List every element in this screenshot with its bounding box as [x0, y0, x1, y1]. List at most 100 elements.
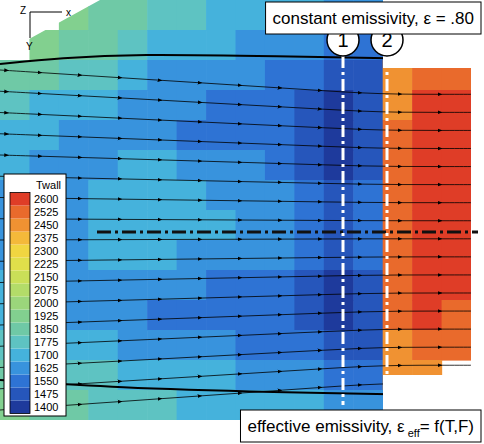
colorbar-axis-line [30, 200, 31, 408]
cell [0, 60, 30, 91]
cell [265, 210, 295, 241]
colorbar-swatch [10, 232, 30, 245]
cell [265, 120, 295, 151]
cell [88, 210, 118, 241]
boundary-line [0, 55, 480, 64]
cell [206, 270, 236, 301]
cell [88, 300, 118, 331]
cell [177, 60, 207, 91]
cell [206, 0, 236, 31]
cell [324, 90, 354, 121]
cell [88, 60, 118, 91]
station-line [386, 56, 389, 405]
cell [147, 150, 177, 181]
cell [236, 240, 266, 271]
colorbar-tick: 2075 [30, 284, 58, 296]
colorbar-tick: 1700 [30, 349, 58, 361]
cell [442, 330, 472, 361]
station-line [342, 56, 345, 405]
cell [412, 330, 442, 361]
cell [265, 90, 295, 121]
colorbar-tick: 1400 [30, 401, 58, 413]
colorbar-tick-label: 2000 [34, 297, 58, 309]
triad-label: Z [20, 5, 26, 16]
title-box: constant emissivity, ε = .80 [266, 2, 481, 34]
cell [294, 90, 324, 121]
colorbar-tick-label: 1775 [34, 336, 58, 348]
boundary-line [0, 380, 480, 396]
colorbar-tick-label: 1925 [34, 310, 58, 322]
cell [147, 330, 177, 361]
subtitle-frame [240, 410, 481, 442]
colorbar-swatch [10, 336, 30, 349]
streamline [0, 91, 480, 112]
colorbar-tick-label: 2375 [34, 232, 58, 244]
cell [206, 150, 236, 181]
cell [88, 90, 118, 121]
colorbar-tick-label: 2075 [34, 284, 58, 296]
cell [29, 360, 59, 391]
title: constant emissivity, ε = .80 [273, 9, 474, 28]
cell [265, 60, 295, 91]
cell [324, 180, 354, 211]
cell [88, 0, 118, 31]
cell [206, 300, 236, 331]
streamline [0, 275, 480, 283]
subtitle: effective emissivity, εeff= f(T,F) [247, 417, 474, 439]
cell [206, 240, 236, 271]
cell [177, 150, 207, 181]
colorbar-swatch [10, 388, 30, 401]
cell [177, 90, 207, 121]
streamlines [0, 55, 480, 410]
cell [353, 300, 383, 331]
colorbar-swatch [10, 258, 30, 271]
cell [353, 90, 383, 121]
colorbar-tick-label: 1625 [34, 362, 58, 374]
subtitle-box: effective emissivity, εeff= f(T,F) [240, 410, 481, 442]
streamline [0, 347, 480, 367]
figure: 12ZxYTwall140014751550162517001775185019… [0, 0, 484, 444]
cell [294, 360, 324, 391]
cell [236, 180, 266, 211]
streamline [0, 134, 480, 149]
cell [353, 270, 383, 301]
streamline [0, 155, 480, 167]
colorbar-tick-label: 1550 [34, 375, 58, 387]
subtitle-subscript: eff [408, 427, 421, 439]
cell [324, 240, 354, 271]
temperature-field [0, 0, 472, 421]
cell [118, 390, 148, 421]
streamline [0, 113, 480, 131]
colorbar-tick: 1850 [30, 323, 58, 335]
cell [206, 180, 236, 211]
cell [147, 120, 177, 151]
streamline [0, 311, 480, 325]
cell [265, 330, 295, 361]
streamline [0, 293, 480, 304]
cell [0, 90, 30, 121]
colorbar-tick: 1925 [30, 310, 58, 322]
cell [147, 270, 177, 301]
colorbar-swatch [10, 323, 30, 336]
cell [0, 120, 30, 151]
colorbar-tick: 2450 [30, 219, 58, 231]
colorbar: Twall14001475155016251700177518501925200… [4, 174, 66, 416]
cell [324, 60, 354, 91]
streamline [0, 70, 480, 94]
cell [29, 270, 59, 301]
cell [442, 240, 472, 271]
axis-triad: ZxY [20, 5, 71, 52]
cell [118, 270, 148, 301]
cell [442, 150, 472, 181]
cell [353, 360, 383, 391]
colorbar-swatch [10, 401, 30, 414]
colorbar-tick: 2225 [30, 258, 58, 270]
cell [177, 180, 207, 211]
cell [147, 90, 177, 121]
cell [88, 180, 118, 211]
colorbar-swatch [10, 362, 30, 375]
cell [324, 270, 354, 301]
subtitle-suffix: = f(T,F) [420, 417, 474, 436]
cell [118, 360, 148, 391]
cell [177, 360, 207, 391]
